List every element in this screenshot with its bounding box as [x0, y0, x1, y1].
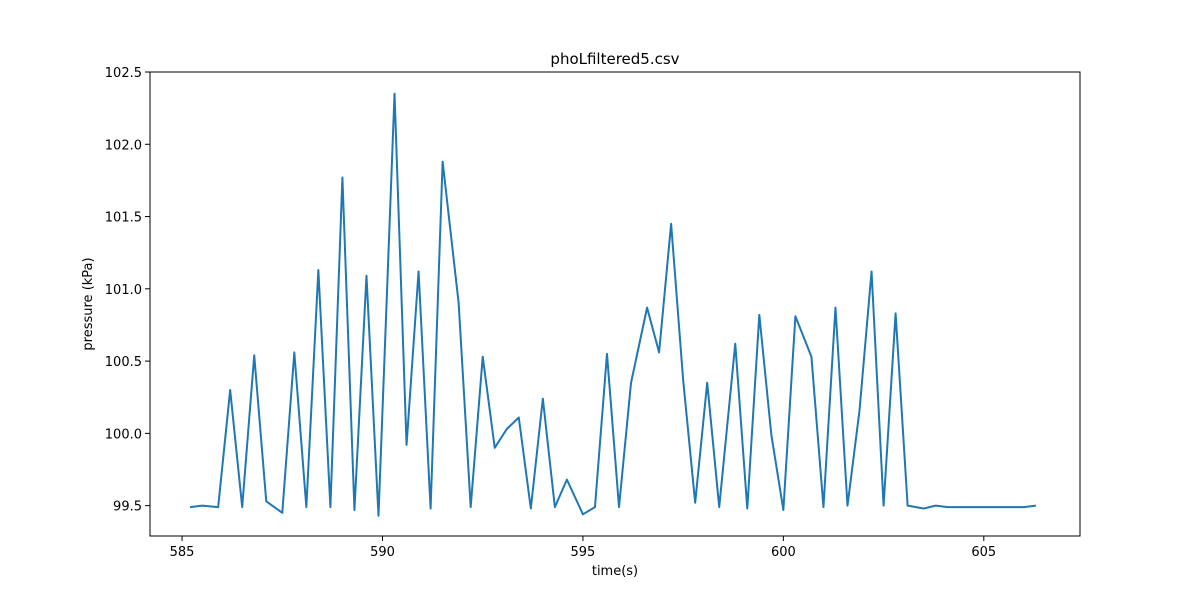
x-tick-label: 585: [170, 545, 195, 560]
chart-title: phoLfiltered5.csv: [550, 50, 679, 68]
plot-frame: [149, 71, 1081, 537]
y-tick-label: 100.0: [105, 427, 142, 442]
y-tick-label: 102.0: [105, 138, 142, 153]
x-axis-ticks: 585 590 595 600 605: [170, 536, 996, 560]
y-tick-label: 101.0: [105, 283, 142, 298]
x-tick-label: 590: [370, 545, 395, 560]
y-tick-label: 100.5: [105, 355, 142, 370]
x-tick-label: 595: [571, 545, 596, 560]
y-axis-label: pressure (kPa): [81, 257, 96, 350]
x-tick-label: 605: [971, 545, 996, 560]
y-tick-label: 101.5: [105, 211, 142, 226]
y-axis-ticks: 99.5 100.0 100.5 101.0 101.5 102.0 102.5: [105, 66, 150, 515]
series-layer: [189, 92, 1037, 517]
x-tick-label: 600: [771, 545, 796, 560]
y-tick-label: 99.5: [113, 500, 142, 515]
x-axis-label: time(s): [592, 564, 638, 579]
series-line-0: [189, 92, 1037, 517]
y-tick-label: 102.5: [105, 66, 142, 81]
